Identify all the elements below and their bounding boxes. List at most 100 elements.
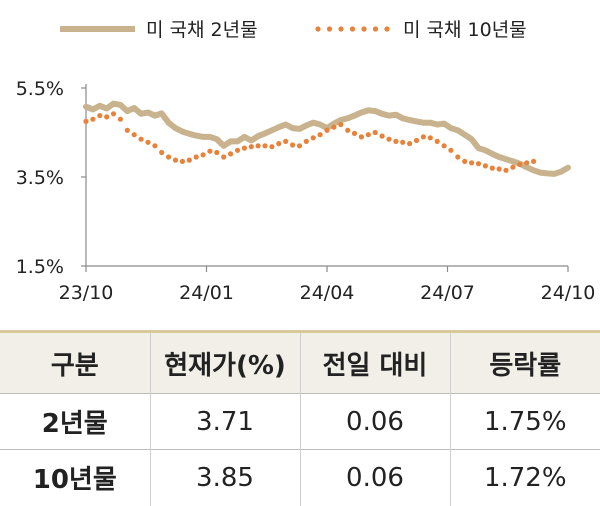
yield-table: 구분 현재가(%) 전일 대비 등락률 2년물 3.71 0.06 1.75% … — [0, 330, 600, 506]
cell-current-price: 3.85 — [149, 449, 300, 506]
data-point-10y — [524, 160, 530, 166]
data-point-10y — [179, 158, 185, 164]
data-point-10y — [207, 148, 213, 154]
y-tick-label: 1.5% — [16, 256, 64, 278]
data-point-10y — [117, 116, 123, 122]
data-point-10y — [331, 124, 337, 130]
legend-swatch-10y — [315, 26, 390, 32]
data-point-10y — [365, 132, 371, 138]
data-point-10y — [131, 132, 137, 138]
data-point-10y — [276, 141, 282, 147]
data-point-10y — [262, 143, 268, 149]
legend-label-2y: 미 국채 2년물 — [146, 19, 258, 41]
data-point-10y — [462, 158, 468, 164]
row-label: 10년물 — [32, 465, 117, 496]
data-point-10y — [228, 151, 234, 157]
data-point-10y — [420, 134, 426, 140]
x-tick-label: 24/07 — [420, 282, 475, 304]
header-change-rate: 등락률 — [449, 331, 600, 394]
data-point-10y — [110, 111, 117, 117]
cell-daily-change: 0.06 — [299, 449, 450, 506]
legend-dot — [361, 26, 367, 32]
data-point-10y — [124, 127, 130, 133]
series-line-2y — [83, 100, 571, 177]
data-point-10y — [138, 136, 144, 142]
data-point-10y — [496, 166, 502, 172]
legend-dot — [349, 26, 356, 32]
data-point-10y — [200, 152, 206, 158]
legend-dot — [326, 26, 333, 32]
table-header-row: 구분 현재가(%) 전일 대비 등락률 — [0, 331, 600, 394]
data-point-10y — [159, 149, 165, 156]
data-point-10y — [489, 165, 495, 171]
x-tick-label: 23/10 — [59, 282, 114, 304]
data-point-10y — [338, 121, 344, 128]
data-point-10y — [407, 141, 413, 147]
data-point-10y — [317, 132, 323, 138]
data-point-10y — [427, 135, 433, 141]
data-point-10y — [448, 147, 454, 153]
data-point-10y — [413, 137, 420, 144]
data-point-10y — [90, 116, 96, 122]
data-point-10y — [172, 157, 179, 163]
series-layer — [83, 100, 571, 177]
data-point-10y — [83, 118, 89, 124]
data-point-10y — [104, 114, 110, 120]
header-category: 구분 — [50, 350, 99, 381]
data-point-10y — [186, 157, 192, 163]
data-point-10y — [510, 164, 516, 170]
y-tick-label: 5.5% — [16, 78, 64, 100]
data-point-10y — [324, 127, 330, 133]
axes: 5.5% 3.5% 1.5% 23/10 24/01 24/04 24/07 24/10 — [16, 78, 596, 304]
data-point-10y — [372, 129, 378, 136]
data-point-10y — [482, 163, 488, 169]
row-label: 2년물 — [41, 409, 108, 439]
data-point-10y — [503, 167, 509, 173]
x-tick-label: 24/10 — [541, 282, 596, 304]
data-point-10y — [517, 161, 523, 168]
cell-change-rate: 1.72% — [449, 449, 600, 506]
data-point-10y — [310, 135, 316, 141]
data-point-10y — [345, 127, 351, 133]
data-point-10y — [475, 161, 482, 167]
data-point-10y — [351, 130, 358, 136]
data-point-10y — [145, 139, 151, 145]
table-row: 2년물 3.71 0.06 1.75% — [0, 393, 600, 450]
y-tick-label: 3.5% — [16, 167, 64, 189]
data-point-10y — [379, 133, 385, 139]
header-current-price: 현재가(%) — [149, 331, 300, 394]
yield-table-container: 구분 현재가(%) 전일 대비 등락률 2년물 3.71 0.06 1.75% … — [0, 330, 600, 506]
data-point-10y — [214, 149, 220, 156]
data-point-10y — [269, 144, 275, 150]
legend-dot — [315, 26, 321, 32]
data-point-10y — [241, 145, 247, 151]
legend-dot — [384, 26, 390, 32]
legend-dot — [338, 26, 344, 32]
data-point-10y — [255, 143, 261, 149]
data-point-10y — [234, 147, 241, 153]
cell-current-price: 3.71 — [149, 393, 300, 450]
chart-legend: 미 국채 2년물 미 국채 10년물 — [60, 19, 527, 41]
data-point-10y — [283, 138, 289, 144]
data-point-10y — [455, 154, 461, 160]
data-point-10y — [358, 134, 364, 140]
data-point-10y — [166, 154, 172, 160]
data-point-10y — [97, 113, 103, 119]
data-point-10y — [193, 154, 199, 160]
data-point-10y — [303, 138, 309, 144]
table-row: 10년물 3.85 0.06 1.72% — [0, 449, 600, 506]
legend-label-10y: 미 국채 10년물 — [403, 19, 527, 41]
data-point-10y — [290, 142, 296, 148]
data-point-10y — [400, 139, 406, 145]
data-point-10y — [221, 154, 227, 160]
data-point-10y — [434, 138, 440, 144]
data-point-10y — [152, 143, 158, 149]
data-point-10y — [441, 143, 447, 149]
yield-chart: 미 국채 2년물 미 국채 10년물 5.5% 3.5% 1.5% 23/10 24/0… — [16, 19, 596, 304]
cell-daily-change: 0.06 — [299, 393, 450, 450]
data-point-10y — [386, 136, 392, 142]
legend-dot — [372, 26, 379, 32]
data-point-10y — [469, 160, 475, 166]
x-tick-label: 24/01 — [179, 282, 234, 304]
header-daily-change: 전일 대비 — [299, 331, 450, 394]
